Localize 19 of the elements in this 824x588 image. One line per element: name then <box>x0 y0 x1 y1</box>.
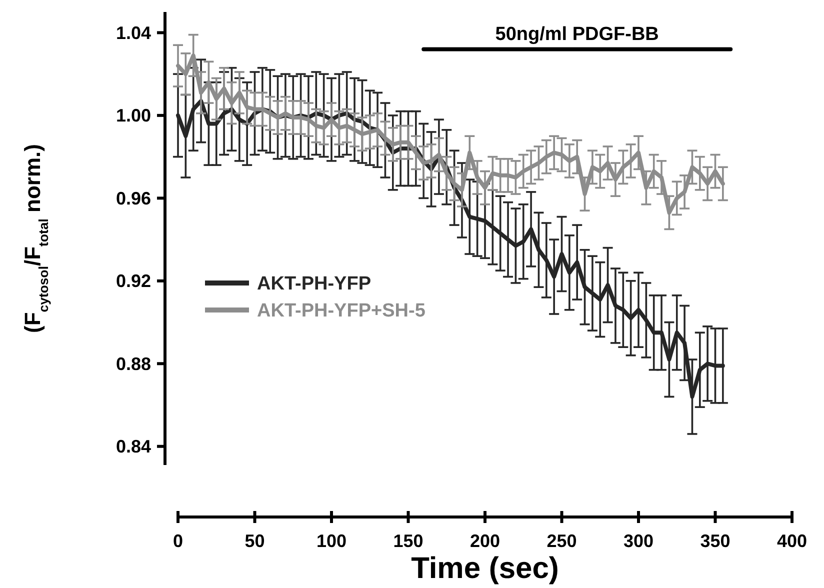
x-tick-label: 0 <box>172 531 184 551</box>
x-tick-label: 50 <box>244 531 265 551</box>
x-tick-label: 150 <box>393 531 424 551</box>
legend-label: AKT-PH-YFP <box>257 274 372 295</box>
x-tick-label: 100 <box>316 531 347 551</box>
x-axis-title: Time (sec) <box>411 552 559 585</box>
y-tick-label: 0.96 <box>116 188 151 208</box>
x-tick-label: 350 <box>700 531 730 551</box>
series-label: 50ng/ml PDGF-BB <box>495 24 659 46</box>
x-tick-label: 250 <box>546 531 577 551</box>
y-tick-label: 1.00 <box>116 106 151 126</box>
y-tick-label: 0.88 <box>116 354 151 374</box>
y-tick-label: 0.92 <box>116 271 151 292</box>
y-tick-label: 0.84 <box>116 436 151 457</box>
legend-label: AKT-PH-YFP+SH-5 <box>257 300 426 322</box>
x-tick-label: 400 <box>776 531 808 551</box>
x-tick-label: 300 <box>623 531 654 551</box>
x-tick-label: 200 <box>470 531 500 551</box>
y-tick-label: 1.04 <box>116 22 151 43</box>
